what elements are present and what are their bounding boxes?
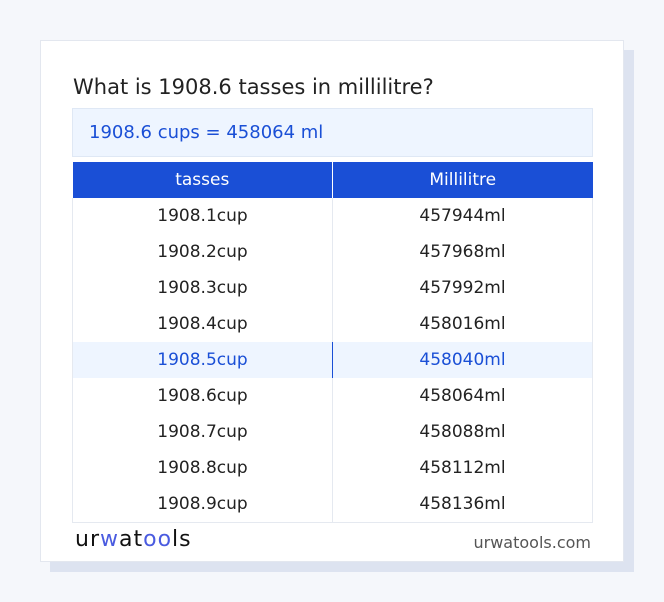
table-cell: 1908.4cup xyxy=(72,306,333,342)
table-cell: 458016ml xyxy=(332,306,593,342)
table-cell: 1908.1cup xyxy=(72,198,333,234)
table-row: 1908.7cup 458088ml xyxy=(72,414,593,450)
table-cell: 458088ml xyxy=(332,414,593,450)
table-row: 1908.9cup 458136ml xyxy=(72,486,593,523)
result-box: 1908.6 cups = 458064 ml xyxy=(72,108,593,157)
column-header: Millilitre xyxy=(332,162,593,198)
table-row: 1908.5cup 458040ml xyxy=(72,342,593,378)
table-cell: 1908.7cup xyxy=(72,414,333,450)
table-row: 1908.1cup 457944ml xyxy=(72,198,593,234)
table-cell: 458136ml xyxy=(332,486,593,523)
table-cell: 458040ml xyxy=(332,342,593,378)
table-row: 1908.8cup 458112ml xyxy=(72,450,593,486)
table-cell: 457968ml xyxy=(332,234,593,270)
table-row: 1908.2cup 457968ml xyxy=(72,234,593,270)
table-cell: 458112ml xyxy=(332,450,593,486)
table-cell: 1908.2cup xyxy=(72,234,333,270)
urwatools-logo[interactable]: urwatools xyxy=(75,527,192,552)
table-cell: 1908.3cup xyxy=(72,270,333,306)
site-link[interactable]: urwatools.com xyxy=(473,533,592,552)
conversion-table: tasses Millilitre 1908.1cup 457944ml 1908.… xyxy=(72,162,593,523)
table-row: 1908.6cup 458064ml xyxy=(72,378,593,414)
table-cell: 457944ml xyxy=(332,198,593,234)
conversion-card: What is 1908.6 tasses in millilitre? 190… xyxy=(40,40,624,562)
table-cell: 458064ml xyxy=(332,378,593,414)
table-cell: 457992ml xyxy=(332,270,593,306)
table-row: 1908.4cup 458016ml xyxy=(72,306,593,342)
table-cell: 1908.9cup xyxy=(72,486,333,523)
table-cell: 1908.8cup xyxy=(72,450,333,486)
table-cell: 1908.5cup xyxy=(72,342,333,378)
column-header: tasses xyxy=(72,162,333,198)
page-title: What is 1908.6 tasses in millilitre? xyxy=(73,75,434,99)
table-cell: 1908.6cup xyxy=(72,378,333,414)
table-row: 1908.3cup 457992ml xyxy=(72,270,593,306)
